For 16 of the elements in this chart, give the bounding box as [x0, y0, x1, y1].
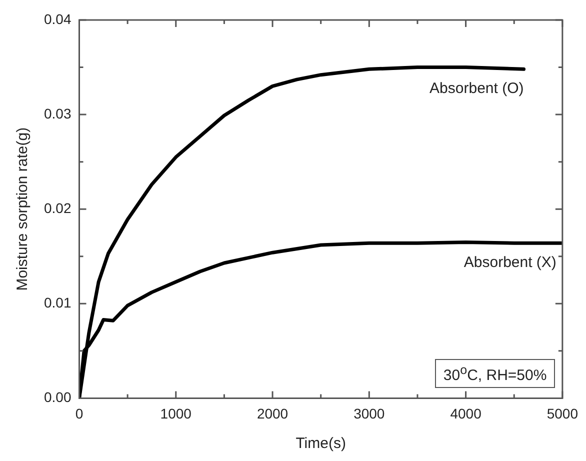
y-tick-label: 0.02 — [44, 200, 72, 216]
x-tick-label: 2000 — [256, 405, 288, 422]
y-tick-label: 0.01 — [44, 294, 72, 311]
series-label: Absorbent (O) — [430, 80, 524, 97]
y-tick-label: 0.04 — [44, 10, 72, 27]
x-tick-label: 3000 — [354, 405, 385, 422]
y-tick-label: 0.03 — [44, 105, 72, 122]
series-label: Absorbent (X) — [464, 254, 556, 271]
annotation: 30$^{o}$C, RH=50% — [435, 359, 555, 388]
x-tick-label: 5000 — [546, 405, 578, 422]
y-tick-label: 0.00 — [44, 389, 72, 406]
y-axis-title: Moisture sorption rate(g) — [14, 127, 32, 291]
x-axis-title: Time(s) — [296, 435, 346, 452]
x-tick-label: 1000 — [160, 405, 192, 422]
x-tick-label: 0 — [75, 405, 84, 422]
x-tick-label: 4000 — [450, 405, 482, 422]
